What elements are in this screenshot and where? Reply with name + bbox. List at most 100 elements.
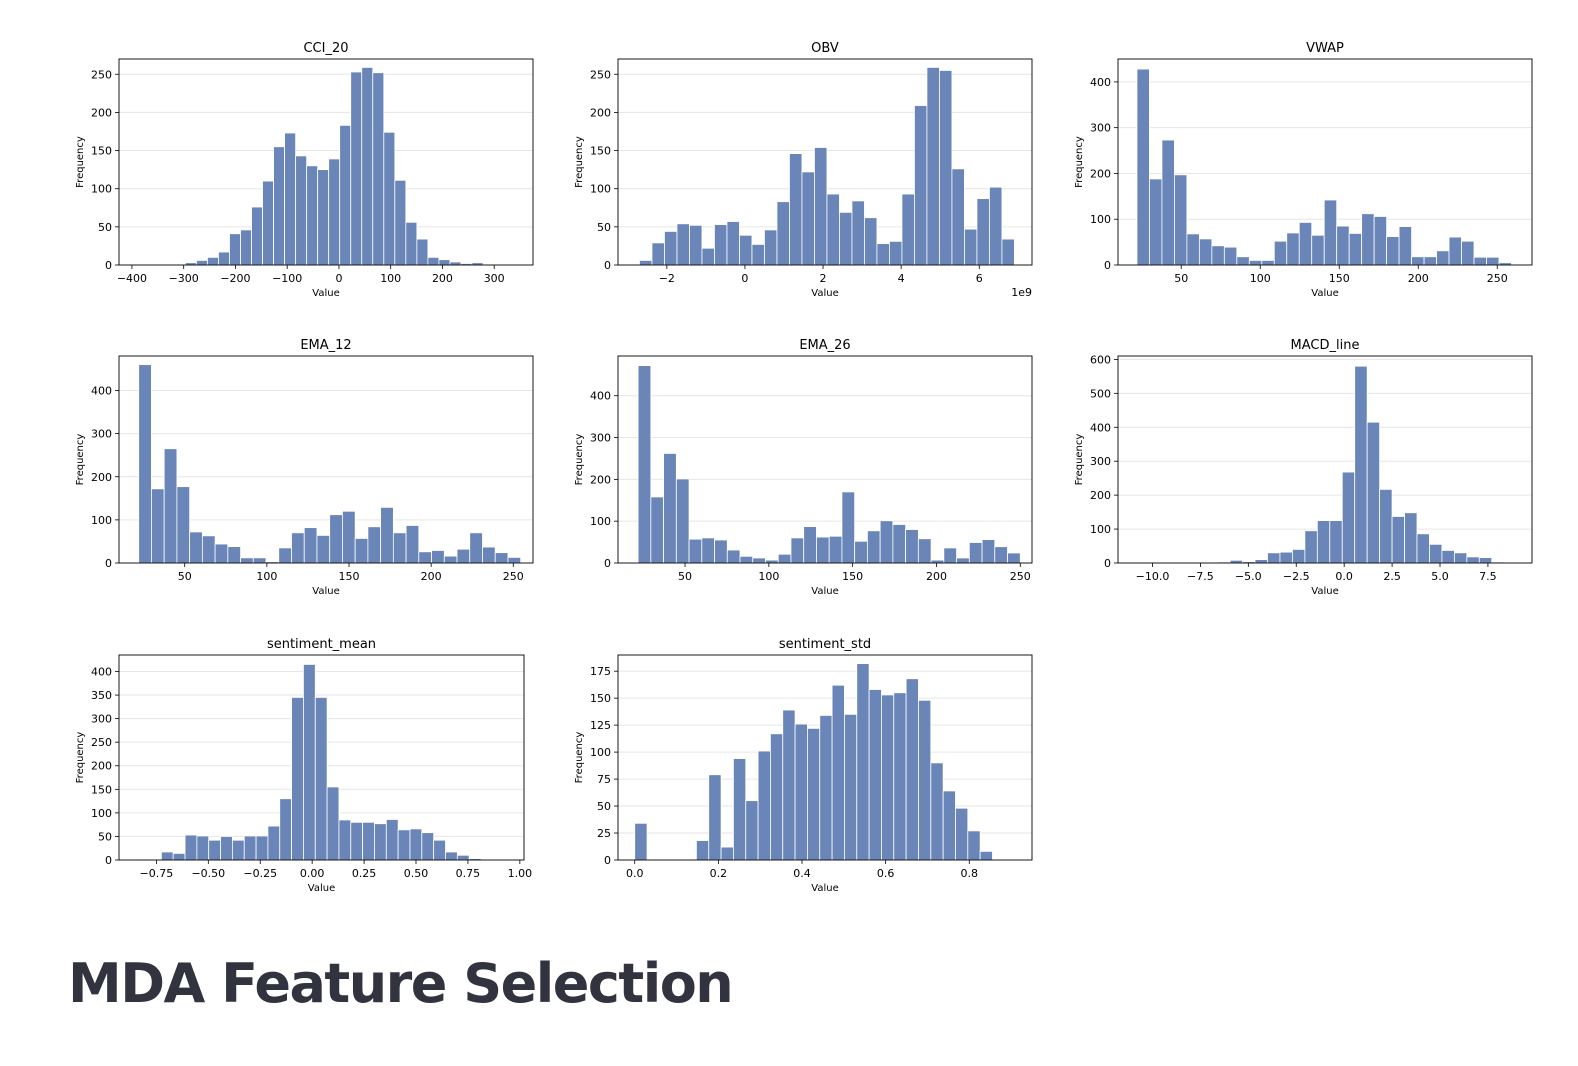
histogram-bar — [828, 535, 843, 564]
histogram-bar — [291, 532, 305, 564]
histogram-bar — [380, 506, 394, 564]
histogram-bar — [841, 491, 856, 564]
histogram-bar — [876, 243, 890, 266]
y-tick-label: 250 — [91, 68, 112, 81]
y-tick-label: 200 — [1090, 489, 1111, 502]
histogram-bar — [905, 678, 919, 861]
y-tick-label: 100 — [590, 515, 611, 528]
y-axis-label: Frequency — [75, 136, 86, 188]
histogram-bar — [1223, 246, 1238, 266]
x-tick-label: 0.8 — [961, 867, 979, 880]
histogram-bar — [917, 538, 932, 564]
histogram-bar — [278, 547, 292, 564]
histogram-bar — [383, 131, 396, 266]
x-tick-label: −0.50 — [191, 867, 225, 880]
axes-frame — [617, 355, 1033, 564]
y-tick-label: 500 — [1090, 387, 1111, 400]
histogram-bar — [207, 256, 219, 266]
histogram-bar — [208, 839, 221, 861]
chart-title: sentiment_mean — [267, 637, 376, 652]
histogram-bar — [1304, 530, 1318, 564]
x-tick-label: 200 — [926, 570, 947, 583]
x-tick-label: 250 — [1010, 570, 1031, 583]
histogram-bar — [394, 179, 407, 266]
histogram-bar — [372, 72, 385, 266]
histogram-bar — [416, 238, 429, 266]
histogram-bar — [651, 242, 665, 266]
y-tick-label: 150 — [91, 145, 112, 158]
histogram-bar — [326, 786, 340, 861]
histogram-bar — [1386, 236, 1400, 266]
y-tick-label: 350 — [91, 689, 112, 702]
histogram-bar — [942, 790, 956, 861]
histogram-bar — [918, 699, 932, 861]
histogram-bar — [1341, 471, 1356, 564]
histogram-bar — [338, 819, 352, 861]
histogram-bar — [696, 840, 710, 861]
histogram-bar — [433, 839, 446, 861]
histogram-bar — [1366, 421, 1381, 564]
histogram-bar — [688, 538, 703, 564]
histogram-bar — [664, 231, 678, 266]
histogram-bar — [976, 198, 990, 266]
histogram-bar — [196, 260, 208, 266]
y-tick-label: 0 — [1104, 557, 1111, 570]
histogram-bar — [839, 211, 853, 266]
histogram-bar — [701, 247, 715, 266]
x-axis-label: Value — [1311, 586, 1338, 597]
histogram-bar — [240, 557, 254, 564]
histogram-bar — [1423, 256, 1437, 266]
histogram-bar — [1466, 556, 1480, 564]
section-heading: MDA Feature Selection — [68, 952, 734, 1015]
x-tick-label: 100 — [256, 570, 277, 583]
histogram-bar — [184, 834, 198, 861]
y-tick-label: 400 — [91, 665, 112, 678]
histogram-bar — [1441, 550, 1455, 564]
y-tick-label: 0 — [105, 259, 112, 272]
histogram-bar — [650, 496, 664, 564]
histogram-bar — [329, 514, 343, 564]
histogram-bar — [273, 146, 285, 266]
y-tick-label: 250 — [91, 736, 112, 749]
histogram-bar — [1279, 551, 1293, 564]
histogram-bar — [189, 531, 203, 564]
axis-multiplier-label: 1e9 — [1011, 286, 1032, 299]
histogram-bar — [456, 854, 470, 861]
histogram-bar — [981, 539, 996, 564]
y-tick-label: 600 — [1090, 353, 1111, 366]
y-axis-label: Frequency — [75, 434, 86, 486]
y-axis-label: Frequency — [574, 434, 585, 486]
histogram-bar — [939, 70, 953, 266]
x-tick-label: 0.0 — [626, 867, 644, 880]
axes-frame — [118, 58, 534, 266]
histogram-bar — [967, 830, 981, 861]
histogram-bar — [421, 832, 435, 861]
histogram-panel-3: 50 100 150 200 250 0 100 200 300 400 EMA_12 Value Fr… — [75, 338, 534, 597]
histogram-bar — [1149, 178, 1163, 266]
histogram-panel-0: −400 −300 −200 −100 0 100 200 300 0 50 100 150 200 25… — [75, 41, 534, 299]
histogram-bar — [663, 453, 677, 564]
x-tick-label: 150 — [1329, 272, 1350, 285]
histogram-bar — [1001, 238, 1015, 266]
histogram-bar — [901, 193, 915, 266]
x-tick-label: 2.5 — [1383, 570, 1401, 583]
y-tick-label: 175 — [590, 665, 611, 678]
histogram-panel-6: −0.75 −0.50 −0.25 0.00 0.25 0.50 0.75 1.00 0 50 10… — [75, 637, 532, 894]
histogram-bar — [889, 240, 903, 266]
histogram-bar — [1478, 557, 1493, 564]
histogram-bar — [816, 536, 830, 564]
histogram-bar — [196, 835, 210, 861]
histogram-bar — [726, 221, 740, 266]
histogram-bar — [1329, 520, 1343, 564]
y-tick-label: 25 — [597, 827, 611, 840]
y-tick-label: 400 — [1090, 76, 1111, 89]
x-axis-label: Value — [308, 883, 335, 894]
y-axis-label: Frequency — [574, 136, 585, 188]
histogram-panel-7: 0.0 0.2 0.4 0.6 0.8 0 25 50 75 100 125 150 175 sentim… — [574, 637, 1033, 894]
y-tick-label: 200 — [91, 106, 112, 119]
histogram-bar — [1486, 256, 1500, 266]
histogram-bar — [262, 180, 274, 266]
histogram-bar — [240, 229, 252, 266]
histogram-grid: −400 −300 −200 −100 0 100 200 30005010015020025… — [75, 41, 1533, 894]
histogram-bar — [409, 828, 423, 861]
